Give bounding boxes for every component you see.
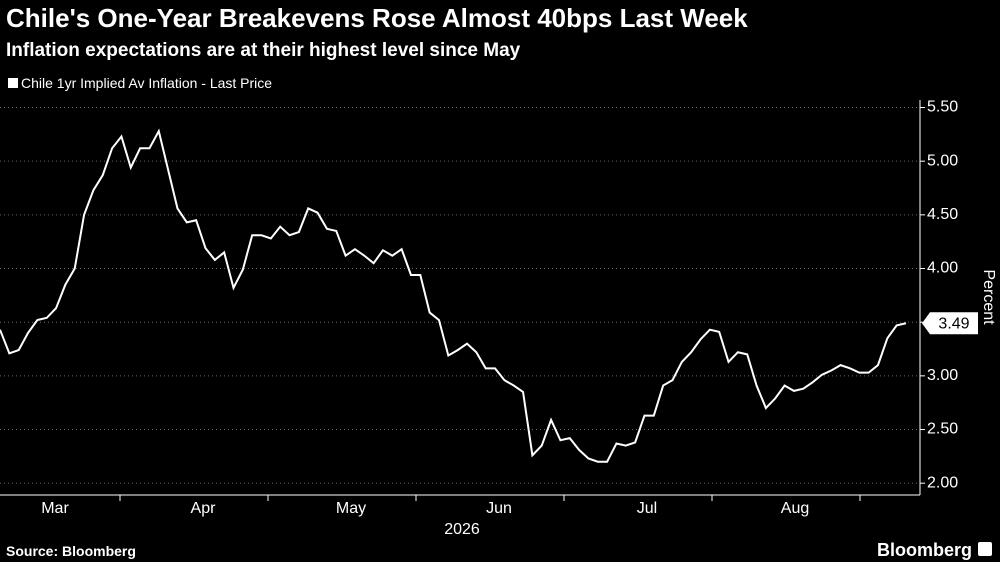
x-tick-label: Jun: [486, 500, 512, 517]
y-axis-label: Percent: [980, 269, 997, 325]
y-tick-label: 5.50: [927, 99, 958, 116]
legend-label: Chile 1yr Implied Av Inflation - Last Pr…: [21, 75, 272, 91]
x-tick-label: Apr: [191, 500, 217, 517]
chart-subtitle: Inflation expectations are at their high…: [6, 40, 521, 61]
legend-swatch: [8, 78, 18, 88]
x-tick-label: Aug: [781, 500, 809, 517]
y-tick-label: 2.00: [927, 474, 958, 491]
x-tick-label: May: [336, 500, 366, 517]
brand-icon: [978, 542, 992, 556]
y-tick-label: 2.50: [927, 421, 958, 438]
last-value-label: 3.49: [938, 315, 969, 332]
last-value-box: [922, 312, 978, 335]
x-tick-label: Mar: [41, 500, 69, 517]
y-tick-label: 5.00: [927, 152, 958, 169]
x-tick-label: Jul: [637, 500, 657, 517]
y-tick-label: 4.50: [927, 206, 958, 223]
source: Source: Bloomberg: [6, 543, 136, 559]
chart-title: Chile's One-Year Breakevens Rose Almost …: [6, 3, 748, 33]
brand: Bloomberg: [877, 540, 972, 560]
line: [0, 128, 907, 463]
y-tick-label: 3.00: [927, 367, 958, 384]
x-axis-label: 2026: [444, 521, 480, 538]
y-tick-label: 4.00: [927, 260, 958, 277]
